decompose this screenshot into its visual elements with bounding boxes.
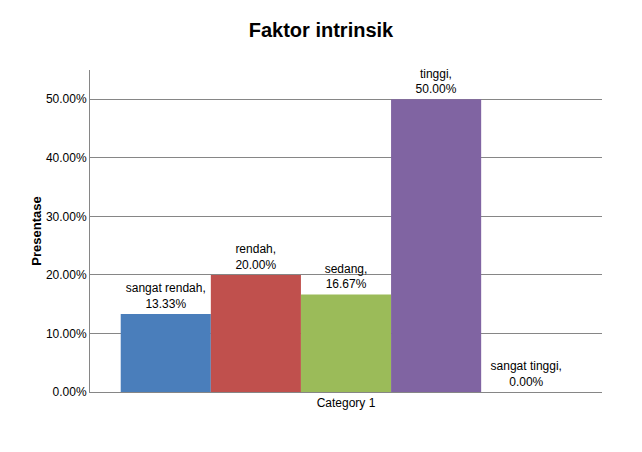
svg-text:50.00%: 50.00% bbox=[46, 92, 87, 106]
svg-text:0.00%: 0.00% bbox=[53, 385, 87, 399]
svg-text:Presentase: Presentase bbox=[29, 196, 44, 265]
svg-text:10.00%: 10.00% bbox=[46, 327, 87, 341]
svg-text:sedang,16.67%: sedang,16.67% bbox=[325, 262, 368, 292]
svg-text:30.00%: 30.00% bbox=[46, 210, 87, 224]
svg-text:20.00%: 20.00% bbox=[46, 268, 87, 282]
svg-text:rendah,20.00%: rendah,20.00% bbox=[235, 242, 276, 272]
svg-text:tinggi,50.00%: tinggi,50.00% bbox=[416, 67, 457, 97]
svg-text:sangat tinggi,0.00%: sangat tinggi,0.00% bbox=[491, 359, 562, 389]
svg-text:40.00%: 40.00% bbox=[46, 151, 87, 165]
svg-text:Category 1: Category 1 bbox=[317, 396, 376, 410]
svg-text:Faktor intrinsik: Faktor intrinsik bbox=[249, 19, 394, 41]
svg-text:sangat rendah,13.33%: sangat rendah,13.33% bbox=[126, 281, 206, 311]
